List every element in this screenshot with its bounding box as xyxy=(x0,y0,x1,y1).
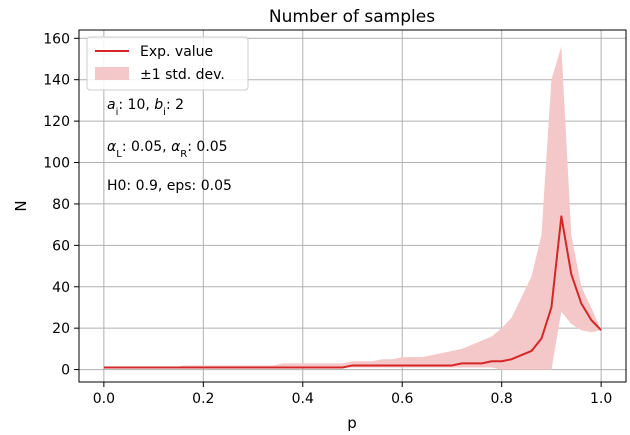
legend-band-swatch xyxy=(95,67,129,80)
y-axis: 0 20 40 60 80 100 120 140 160 xyxy=(43,31,79,379)
legend: Exp. value ±1 std. dev. xyxy=(86,36,249,91)
y-axis-label: N xyxy=(12,200,30,211)
x-tick-label-2: 0.4 xyxy=(292,391,314,407)
x-tick-label-4: 0.8 xyxy=(491,391,513,407)
exp-value-line xyxy=(103,215,602,369)
y-tick-label-8: 160 xyxy=(43,31,70,47)
y-tick-label-5: 100 xyxy=(43,156,70,172)
y-tick-label-6: 120 xyxy=(43,114,70,130)
annotation-3: H0: 0.9, eps: 0.05 xyxy=(107,178,232,194)
x-tick-label-3: 0.6 xyxy=(391,391,413,407)
y-tick-label-0: 0 xyxy=(61,363,70,379)
plot-frame xyxy=(78,29,627,383)
annotation-1: ai: 10, bi: 2 xyxy=(107,97,184,118)
std-dev-band-area xyxy=(103,46,602,370)
chart-title: Number of samples xyxy=(269,7,435,27)
y-tick-label-7: 140 xyxy=(43,73,70,89)
y-tick-label-3: 60 xyxy=(52,238,70,254)
y-tick-label-1: 20 xyxy=(52,321,70,337)
x-tick-label-5: 1.0 xyxy=(590,391,612,407)
legend-label-exp-value: Exp. value xyxy=(140,44,213,60)
x-tick-label-0: 0.0 xyxy=(93,391,115,407)
legend-label-std-dev: ±1 std. dev. xyxy=(140,67,225,83)
grid xyxy=(79,30,626,382)
x-axis-label: p xyxy=(347,414,357,432)
x-axis: 0.0 0.2 0.4 0.6 0.8 1.0 xyxy=(93,382,612,407)
annotations: ai: 10, bi: 2 αL: 0.05, αR: 0.05 H0: 0.9, … xyxy=(107,97,232,194)
std-dev-band xyxy=(103,46,602,370)
y-tick-label-4: 80 xyxy=(52,197,70,213)
exp-value-line-group xyxy=(103,215,602,369)
y-tick-label-2: 40 xyxy=(52,280,70,296)
annotation-2: αL: 0.05, αR: 0.05 xyxy=(107,139,228,160)
x-tick-label-1: 0.2 xyxy=(192,391,214,407)
